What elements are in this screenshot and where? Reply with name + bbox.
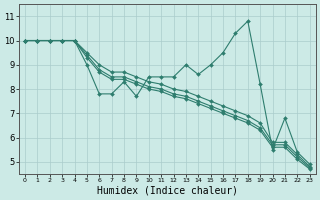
X-axis label: Humidex (Indice chaleur): Humidex (Indice chaleur)	[97, 186, 238, 196]
